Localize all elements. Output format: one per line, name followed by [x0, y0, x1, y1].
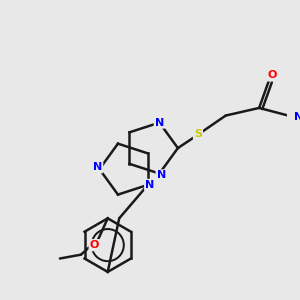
Text: N: N: [155, 118, 164, 128]
Text: O: O: [268, 70, 277, 80]
Text: N: N: [145, 180, 154, 190]
Text: O: O: [90, 240, 99, 250]
Text: N: N: [294, 112, 300, 122]
Text: S: S: [194, 129, 202, 139]
Text: N: N: [93, 162, 102, 172]
Text: N: N: [157, 170, 166, 181]
